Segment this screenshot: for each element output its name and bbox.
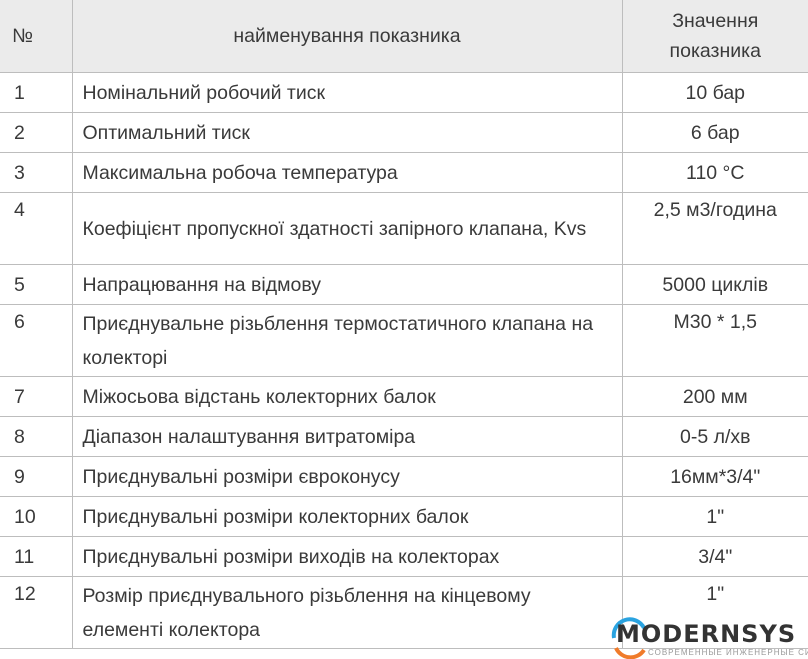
row-name: Напрацювання на відмову: [71, 264, 623, 305]
row-value: 2,5 м3/година: [621, 192, 808, 265]
table-row: 11 Приєднувальні розміри виходів на колек…: [0, 536, 808, 577]
row-name: Діапазон налаштування витратоміра: [71, 416, 623, 457]
row-number: 8: [0, 416, 73, 457]
table-row: 9 Приєднувальні розміри євроконусу 16мм*3/…: [0, 456, 808, 497]
modernsys-logo: MODERNSYS СОВРЕМЕННЫЕ ИНЖЕНЕРНЫЕ СИСТЕМЫ: [608, 616, 808, 659]
table-row: 10 Приєднувальні розміри колекторних бало…: [0, 496, 808, 537]
row-number: 2: [0, 112, 73, 153]
row-value: 5000 циклів: [621, 264, 808, 305]
row-number: 10: [0, 496, 73, 537]
row-number: 6: [0, 304, 73, 377]
row-name: Приєднувальне різьблення термостатичного…: [71, 304, 623, 377]
row-name: Розмір приєднувального різьблення на кін…: [71, 576, 623, 649]
header-name: найменування показника: [71, 0, 623, 73]
row-number: 4: [0, 192, 73, 265]
table-row: 2 Оптимальний тиск 6 бар: [0, 112, 808, 153]
row-number: 5: [0, 264, 73, 305]
row-number: 11: [0, 536, 73, 577]
row-number: 9: [0, 456, 73, 497]
logo-ring-icon: [611, 617, 646, 659]
logo-tagline: СОВРЕМЕННЫЕ ИНЖЕНЕРНЫЕ СИСТЕМЫ: [648, 648, 808, 657]
row-value: 200 мм: [621, 376, 808, 417]
row-value: 1": [621, 496, 808, 537]
table-row: 3 Максимальна робоча температура 110 °C: [0, 152, 808, 193]
row-value: M30 * 1,5: [621, 304, 808, 377]
row-number: 12: [0, 576, 73, 649]
row-number: 1: [0, 72, 73, 113]
table-row: 5 Напрацювання на відмову 5000 циклів: [0, 264, 808, 305]
row-name: Номінальний робочий тиск: [71, 72, 623, 113]
row-number: 7: [0, 376, 73, 417]
row-value: 0-5 л/хв: [621, 416, 808, 457]
row-value: 6 бар: [621, 112, 808, 153]
header-value: Значення показника: [621, 0, 808, 73]
table-row: 8 Діапазон налаштування витратоміра 0-5 л/…: [0, 416, 808, 457]
row-value: 16мм*3/4": [621, 456, 808, 497]
table-row: 4 Коефіцієнт пропускної здатності запірно…: [0, 192, 808, 265]
row-value: 3/4": [621, 536, 808, 577]
header-number: №: [0, 0, 73, 73]
row-value: 110 °C: [621, 152, 808, 193]
table-header-row: № найменування показника Значення показн…: [0, 0, 808, 73]
table-row: 12 Розмір приєднувального різьблення на к…: [0, 576, 808, 649]
row-name: Приєднувальні розміри євроконусу: [71, 456, 623, 497]
row-name: Коефіцієнт пропускної здатності запірног…: [71, 192, 623, 265]
logo-brand: MODERNSYS: [616, 620, 797, 648]
row-name: Міжосьова відстань колекторних балок: [71, 376, 623, 417]
table-row: 7 Міжосьова відстань колекторних балок 200…: [0, 376, 808, 417]
row-number: 3: [0, 152, 73, 193]
row-value: 10 бар: [621, 72, 808, 113]
row-name: Максимальна робоча температура: [71, 152, 623, 193]
row-name: Приєднувальні розміри виходів на колекто…: [71, 536, 623, 577]
table-row: 1 Номінальний робочий тиск 10 бар: [0, 72, 808, 113]
table-row: 6 Приєднувальне різьблення термостатичног…: [0, 304, 808, 377]
row-value: 1": [621, 576, 808, 649]
row-name: Приєднувальні розміри колекторних балок: [71, 496, 623, 537]
row-name: Оптимальний тиск: [71, 112, 623, 153]
